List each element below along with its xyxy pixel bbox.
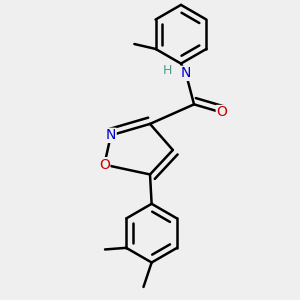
Text: O: O <box>99 158 110 172</box>
Text: O: O <box>216 106 227 119</box>
Text: N: N <box>106 128 116 142</box>
Text: H: H <box>163 64 172 77</box>
Text: N: N <box>181 66 191 80</box>
